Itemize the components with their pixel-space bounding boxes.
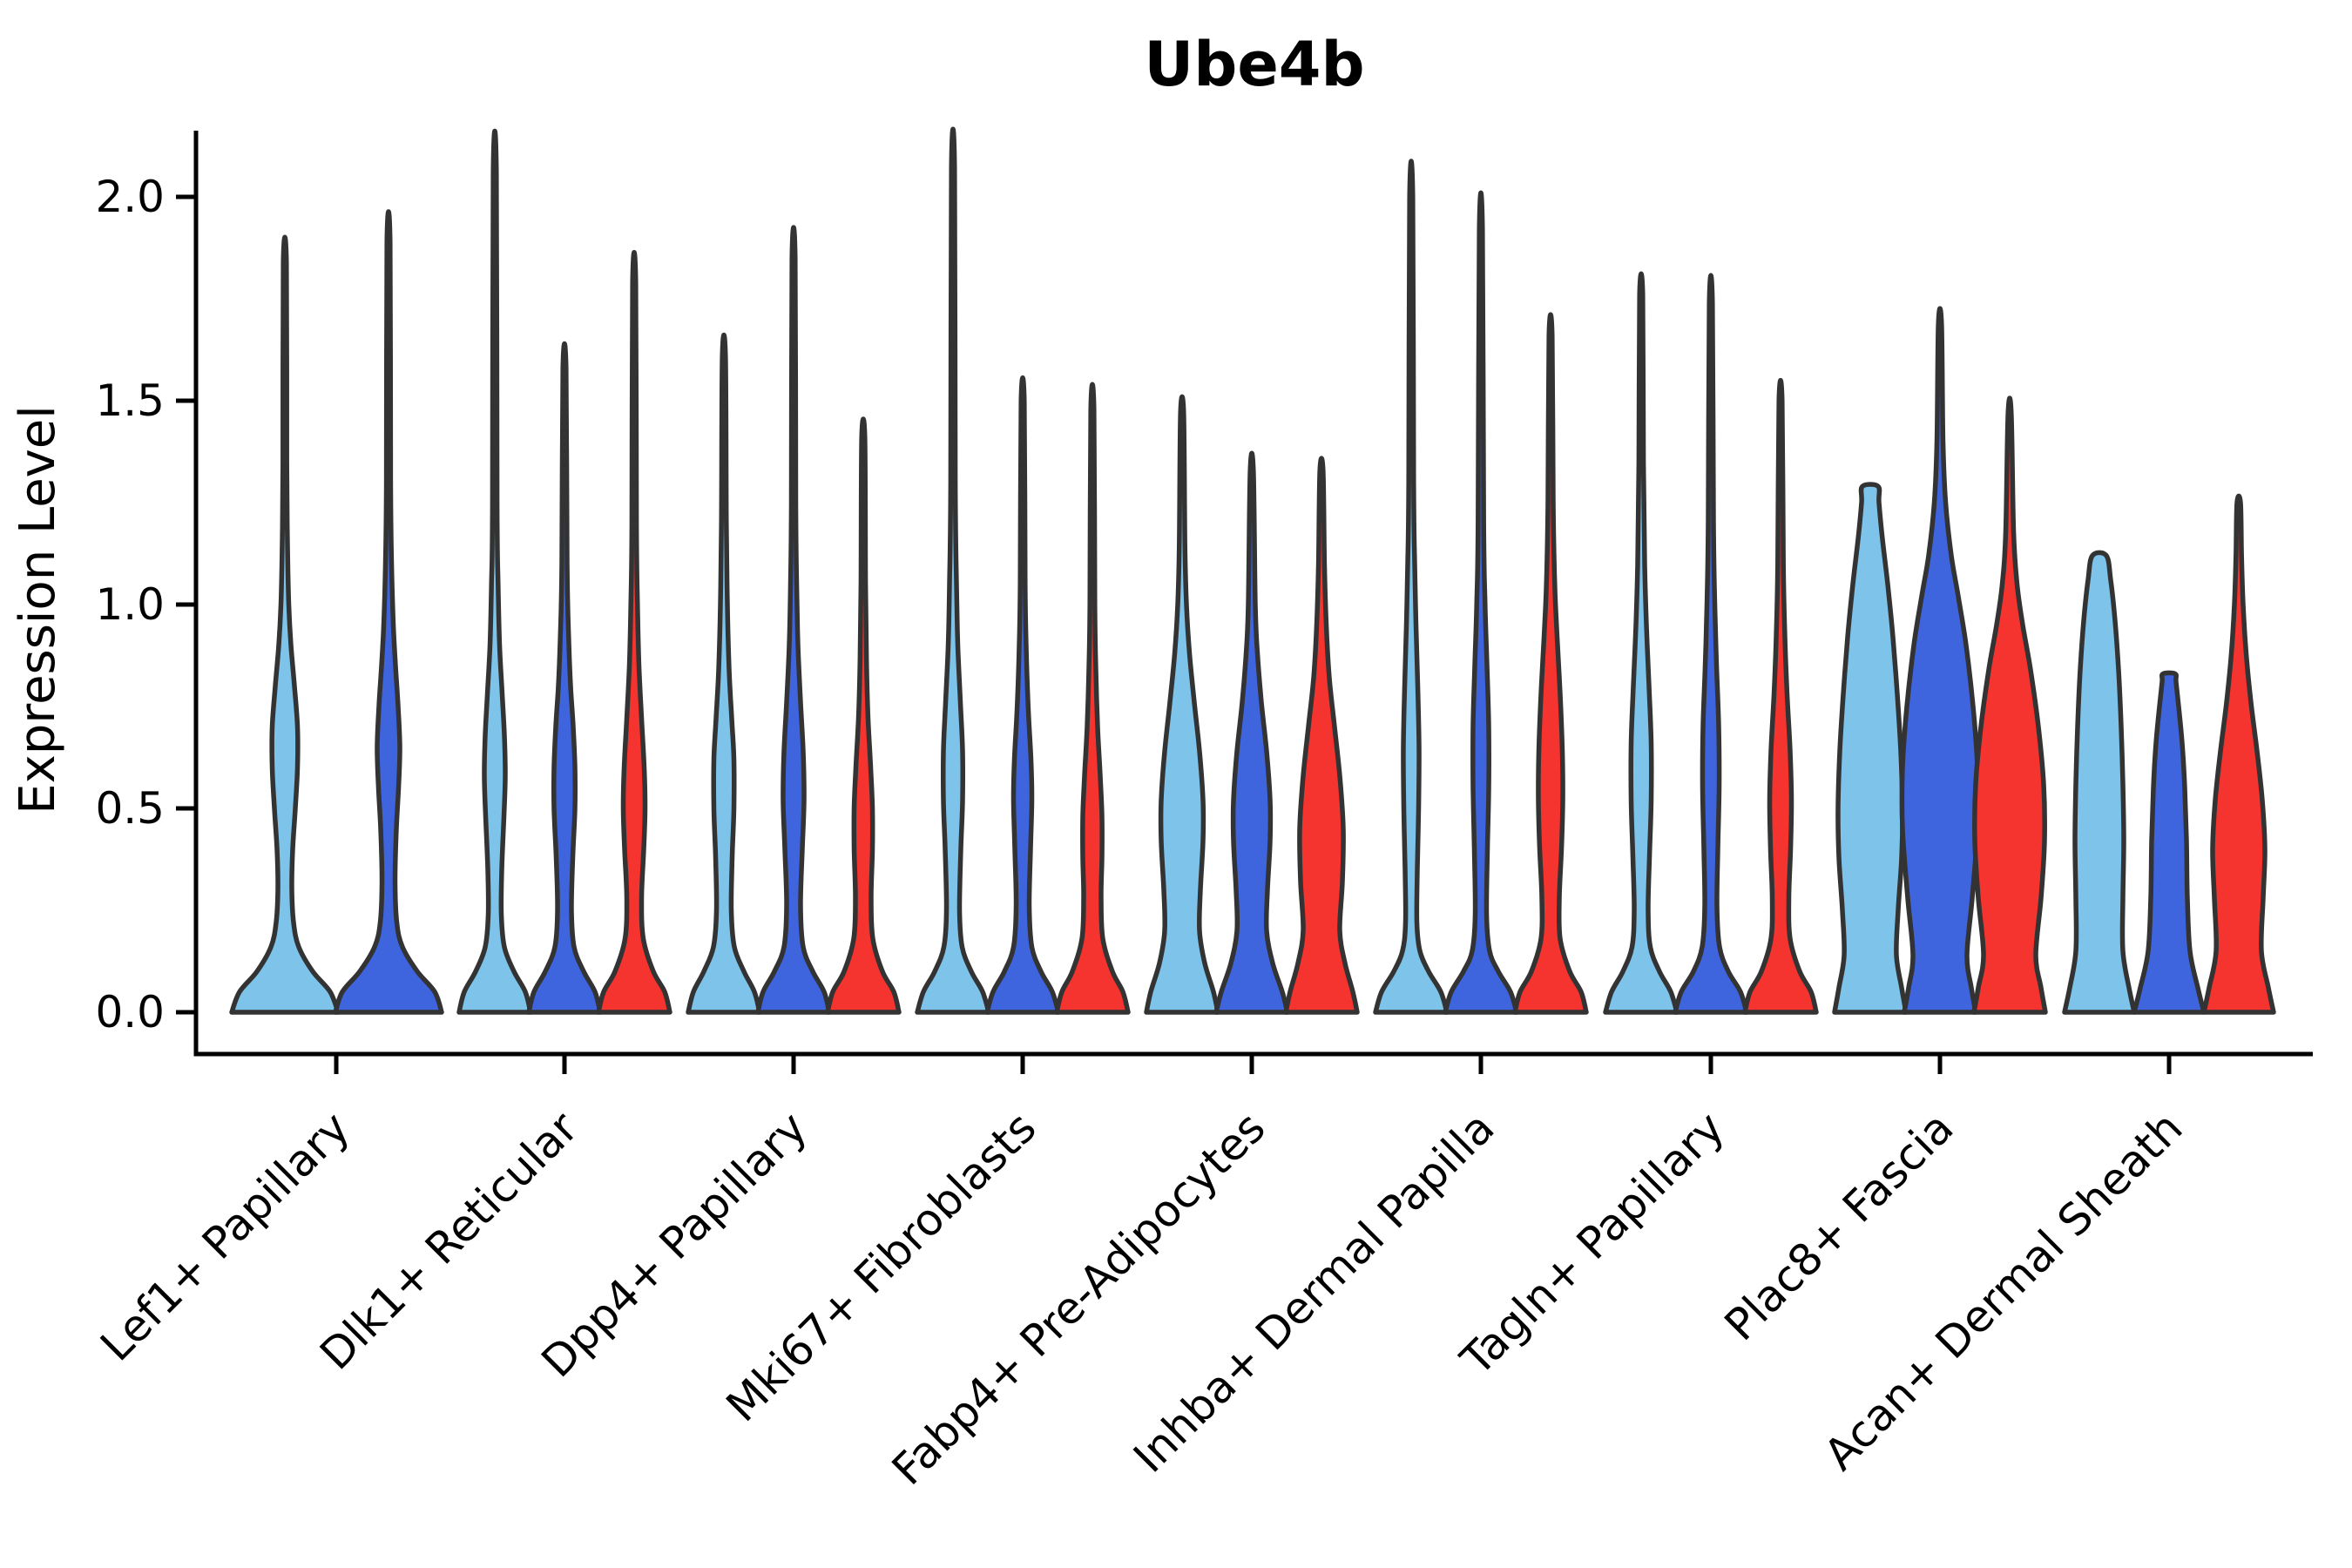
violin-dark_blue (1899, 306, 1981, 1015)
y-axis-tick-label: 0.0 (95, 987, 165, 1037)
violin-red (1742, 378, 1819, 1015)
violin-light_blue (1373, 159, 1450, 1015)
violin-light_blue (1603, 271, 1680, 1015)
violin-dark_blue (984, 375, 1061, 1015)
y-axis-tick-label: 1.5 (95, 375, 165, 426)
violin-dark_blue (333, 209, 444, 1015)
violin-light_blue (456, 128, 533, 1015)
violin-dark_blue (755, 225, 832, 1015)
violin-red (1971, 395, 2048, 1015)
violin-light_blue (915, 126, 991, 1015)
axes (176, 131, 2313, 1074)
violin-light_blue (686, 333, 762, 1015)
violin-dark_blue (1443, 190, 1519, 1015)
chart-title: Ube4b (1144, 29, 1364, 100)
violin-dark_blue (526, 341, 603, 1015)
violin-dark_blue (2132, 670, 2207, 1015)
violins (229, 126, 2276, 1015)
x-axis-tick-label: Plac8+ Fascia (1715, 1102, 1963, 1350)
x-axis-tick-label: Fabp4+ Pre-Adipocytes (882, 1102, 1275, 1495)
y-axis-tick-label: 1.0 (95, 579, 165, 630)
violin-red (825, 416, 902, 1015)
violin-light_blue (2062, 550, 2137, 1015)
violin-dark_blue (1673, 273, 1749, 1015)
violin-red (1283, 456, 1360, 1015)
violin-red (2201, 493, 2276, 1015)
violin-light_blue (1144, 394, 1220, 1015)
y-axis-tick-label: 2.0 (95, 172, 165, 222)
violin-red (1512, 312, 1589, 1015)
violin-dark_blue (1213, 450, 1290, 1015)
violin-light_blue (229, 234, 341, 1015)
y-axis-label: Expression Level (10, 405, 66, 814)
x-axis-tick-label: Lef1+ Papillary (91, 1102, 359, 1370)
violin-red (596, 250, 672, 1015)
y-axis-tick-label: 0.5 (95, 783, 165, 834)
violin-light_blue (1832, 482, 1909, 1015)
violin-red (1054, 382, 1131, 1015)
